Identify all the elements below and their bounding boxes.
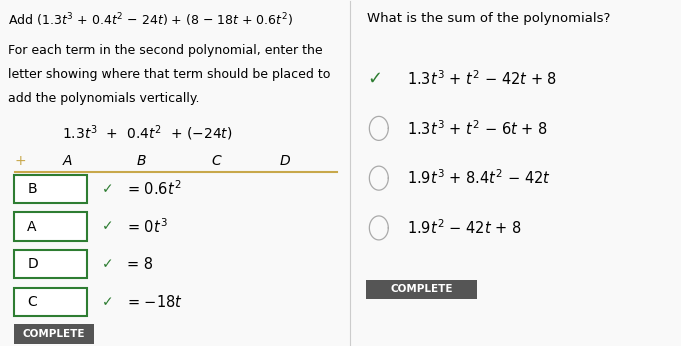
Text: COMPLETE: COMPLETE [390, 284, 453, 294]
Text: ✓: ✓ [101, 295, 113, 309]
Text: A: A [63, 154, 72, 168]
Text: = $-$18$t$: = $-$18$t$ [127, 294, 183, 310]
Text: 1.9$t^2$ $-$ 42$t$ + 8: 1.9$t^2$ $-$ 42$t$ + 8 [407, 219, 522, 237]
FancyBboxPatch shape [14, 250, 87, 279]
Text: 1.3$t^3$  +  0.4$t^2$  + ($-$24$t$): 1.3$t^3$ + 0.4$t^2$ + ($-$24$t$) [63, 123, 233, 143]
Text: COMPLETE: COMPLETE [22, 329, 85, 339]
FancyBboxPatch shape [14, 324, 94, 344]
Text: = 0$t^3$: = 0$t^3$ [127, 217, 168, 236]
Text: What is the sum of the polynomials?: What is the sum of the polynomials? [367, 12, 611, 25]
Text: 1.3$t^3$ + $t^2$ $-$ 6$t$ + 8: 1.3$t^3$ + $t^2$ $-$ 6$t$ + 8 [407, 119, 548, 138]
Text: add the polynomials vertically.: add the polynomials vertically. [8, 92, 200, 105]
Text: 1.3$t^3$ + $t^2$ $-$ 42$t$ + 8: 1.3$t^3$ + $t^2$ $-$ 42$t$ + 8 [407, 69, 557, 88]
Text: ✓: ✓ [101, 257, 113, 271]
Text: D: D [27, 257, 38, 271]
Text: ✓: ✓ [101, 182, 113, 196]
FancyBboxPatch shape [14, 175, 87, 203]
Text: letter showing where that term should be placed to: letter showing where that term should be… [8, 68, 330, 81]
Text: ✓: ✓ [101, 220, 113, 234]
FancyBboxPatch shape [14, 288, 87, 316]
Text: 1.9$t^3$ + 8.4$t^2$ $-$ 42$t$: 1.9$t^3$ + 8.4$t^2$ $-$ 42$t$ [407, 169, 551, 188]
Text: ✓: ✓ [367, 70, 383, 88]
Text: For each term in the second polynomial, enter the: For each term in the second polynomial, … [8, 44, 323, 57]
Text: C: C [212, 154, 221, 168]
Text: D: D [279, 154, 290, 168]
Text: = 0.6$t^2$: = 0.6$t^2$ [127, 180, 181, 198]
Text: +: + [15, 154, 27, 168]
FancyBboxPatch shape [14, 212, 87, 240]
Text: B: B [137, 154, 146, 168]
Text: Add (1.3$t^3$ + 0.4$t^2$ $-$ 24$t$) + (8 $-$ 18$t$ + 0.6$t^2$): Add (1.3$t^3$ + 0.4$t^2$ $-$ 24$t$) + (8… [8, 12, 294, 29]
Text: B: B [27, 182, 37, 196]
Text: A: A [27, 220, 37, 234]
Text: = 8: = 8 [127, 257, 153, 272]
FancyBboxPatch shape [366, 280, 477, 299]
Text: C: C [27, 295, 37, 309]
